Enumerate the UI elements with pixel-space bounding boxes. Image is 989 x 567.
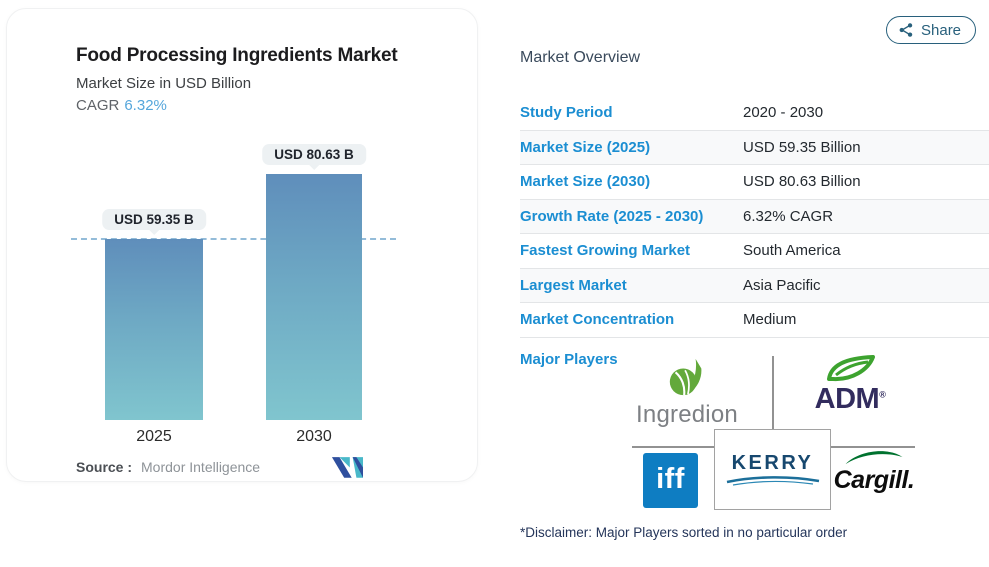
iff-logo-text: iff (656, 463, 685, 495)
players-divider-horizontal-left (632, 446, 715, 448)
ingredion-logo: Ingredion (628, 357, 746, 429)
share-button[interactable]: Share (886, 16, 977, 44)
table-row-largest-market: Largest Market Asia Pacific (520, 268, 989, 303)
cagr-value: 6.32% (124, 97, 167, 114)
row-label: Study Period (520, 104, 613, 122)
source-row: Source : Mordor Intelligence (76, 459, 260, 475)
row-label: Market Size (2030) (520, 173, 651, 191)
bar-2030 (266, 174, 362, 420)
x-axis-label-2030: 2030 (296, 428, 332, 445)
source-value: Mordor Intelligence (141, 459, 261, 475)
major-players-label: Major Players (520, 351, 618, 368)
bar-2025 (105, 238, 203, 420)
cagr-label: CAGR (76, 97, 120, 114)
value-label-2030: USD 80.63 B (262, 144, 366, 165)
kerry-logo: KERRY (714, 429, 831, 510)
ingredion-leaf-icon (669, 358, 702, 396)
market-chart-card: Food Processing Ingredients Market Marke… (6, 8, 478, 482)
table-row-study-period: Study Period 2020 - 2030 (520, 96, 989, 131)
cargill-logo: Cargill. (824, 449, 924, 495)
adm-logo-text: ADM® (814, 383, 886, 415)
share-button-label: Share (921, 21, 962, 39)
kerry-logo-text: KERRY (731, 452, 814, 474)
row-value: 6.32% CAGR (743, 207, 834, 225)
x-axis-label-2025: 2025 (136, 428, 172, 445)
share-icon (899, 23, 913, 37)
players-divider-vertical (772, 356, 774, 430)
row-value: South America (743, 242, 841, 260)
row-value: 2020 - 2030 (743, 104, 824, 122)
row-value: Asia Pacific (743, 276, 821, 294)
source-label: Source : (76, 459, 133, 475)
value-label-2025: USD 59.35 B (102, 208, 206, 230)
cargill-logo-text: Cargill. (833, 466, 915, 494)
adm-leaf-icon (827, 355, 875, 382)
bar-group-2030: USD 80.63 B (262, 144, 366, 420)
iff-logo: iff (643, 453, 698, 508)
table-row-market-concentration: Market Concentration Medium (520, 303, 989, 338)
row-label: Market Size (2025) (520, 138, 651, 156)
adm-logo: ADM® (798, 355, 902, 416)
mordor-intelligence-logo-icon (331, 457, 363, 478)
bar-group-2025: USD 59.35 B (102, 160, 206, 420)
bar-chart: USD 59.35 B USD 80.63 B 2025 2030 (71, 144, 396, 445)
row-label: Market Concentration (520, 311, 675, 329)
table-row-market-size-2030: Market Size (2030) USD 80.63 Billion (520, 165, 989, 200)
reference-line (71, 237, 396, 240)
row-value: USD 80.63 Billion (743, 173, 861, 191)
kerry-swoosh-icon (726, 476, 819, 486)
row-label: Growth Rate (2025 - 2030) (520, 207, 704, 225)
players-divider-horizontal-right (831, 446, 915, 448)
cargill-leaf-icon (845, 451, 903, 465)
disclaimer-text: *Disclaimer: Major Players sorted in no … (520, 525, 848, 540)
table-row-market-size-2025: Market Size (2025) USD 59.35 Billion (520, 130, 989, 165)
row-label: Largest Market (520, 276, 627, 294)
cagr-row: CAGR 6.32% (76, 97, 167, 114)
chart-title: Food Processing Ingredients Market (76, 45, 398, 66)
overview-heading: Market Overview (520, 49, 641, 66)
chart-subtitle: Market Size in USD Billion (76, 75, 252, 92)
table-row-fastest-growing-market: Fastest Growing Market South America (520, 234, 989, 269)
row-label: Fastest Growing Market (520, 242, 691, 260)
overview-table: Study Period 2020 - 2030 Market Size (20… (520, 96, 989, 338)
ingredion-logo-text: Ingredion (636, 401, 738, 428)
row-value: USD 59.35 Billion (743, 138, 861, 156)
row-value: Medium (743, 311, 797, 329)
table-row-growth-rate: Growth Rate (2025 - 2030) 6.32% CAGR (520, 199, 989, 234)
adm-registered-mark: ® (879, 389, 886, 400)
